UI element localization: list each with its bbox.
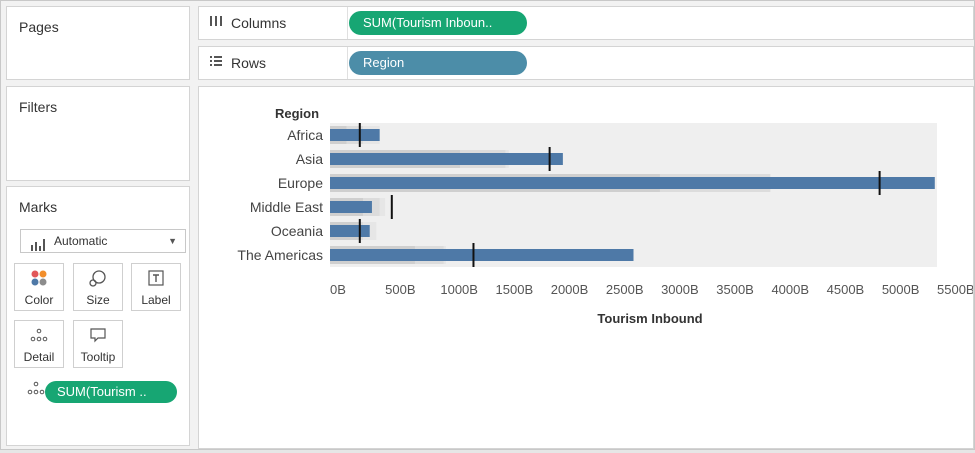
size-icon bbox=[74, 269, 122, 287]
size-button-label: Size bbox=[86, 293, 110, 307]
data-bar bbox=[330, 177, 935, 189]
size-button[interactable]: Size bbox=[73, 263, 123, 311]
mark-type-label: Automatic bbox=[54, 234, 108, 248]
x-tick-label: 4500B bbox=[827, 282, 865, 297]
columns-shelf-header: Columns bbox=[209, 14, 286, 31]
x-tick-label: 3000B bbox=[661, 282, 699, 297]
filters-title: Filters bbox=[19, 99, 58, 115]
x-tick-label: 3500B bbox=[716, 282, 754, 297]
tooltip-icon bbox=[74, 326, 122, 344]
tooltip-button[interactable]: Tooltip bbox=[73, 320, 123, 368]
marks-title: Marks bbox=[19, 199, 58, 215]
marks-field-row bbox=[27, 381, 45, 400]
columns-pill[interactable]: SUM(Tourism Inboun.. bbox=[349, 11, 527, 35]
rows-label: Rows bbox=[231, 54, 267, 71]
x-tick-label: 4000B bbox=[771, 282, 809, 297]
rows-icon bbox=[209, 54, 223, 71]
label-button-label: Label bbox=[141, 293, 171, 307]
x-tick-label: 2000B bbox=[551, 282, 589, 297]
category-label: Europe bbox=[278, 175, 323, 191]
filters-card[interactable]: Filters bbox=[6, 86, 190, 181]
rows-shelf-header: Rows bbox=[209, 54, 266, 71]
x-tick-label: 500B bbox=[385, 282, 415, 297]
color-icon bbox=[15, 269, 63, 287]
x-tick-label: 0B bbox=[330, 282, 346, 297]
row-header: Region bbox=[275, 106, 319, 121]
shelf-divider bbox=[347, 7, 348, 39]
pages-title: Pages bbox=[19, 19, 59, 35]
category-label: Asia bbox=[296, 151, 323, 167]
plot-background bbox=[330, 123, 937, 267]
data-bar bbox=[330, 153, 563, 165]
columns-shelf: Columns SUM(Tourism Inboun.. bbox=[198, 6, 974, 40]
bullet-chart: Region Africa Asia Europe Middle East Oceania… bbox=[237, 106, 974, 326]
color-button-label: Color bbox=[24, 293, 54, 307]
x-tick-label: 1500B bbox=[496, 282, 534, 297]
detail-icon bbox=[27, 381, 45, 400]
data-bar bbox=[330, 129, 380, 141]
detail-icon bbox=[15, 326, 63, 344]
x-axis-title: Tourism Inbound bbox=[597, 311, 702, 326]
x-tick-label: 5500B bbox=[937, 282, 973, 297]
category-label: Middle East bbox=[250, 199, 323, 215]
x-tick-label: 5000B bbox=[882, 282, 920, 297]
x-tick-label: 2500B bbox=[606, 282, 644, 297]
label-button[interactable]: Label bbox=[131, 263, 181, 311]
category-label: Oceania bbox=[271, 223, 323, 239]
tooltip-button-label: Tooltip bbox=[80, 350, 116, 364]
viz-view: Region Africa Asia Europe Middle East Oceania… bbox=[198, 86, 975, 449]
marks-card: Marks Automatic ▼ Color bbox=[6, 186, 190, 446]
chevron-down-icon: ▼ bbox=[168, 236, 177, 246]
detail-button[interactable]: Detail bbox=[14, 320, 64, 368]
mark-type-dropdown[interactable]: Automatic ▼ bbox=[20, 229, 186, 253]
marks-detail-pill[interactable]: SUM(Tourism .. bbox=[45, 381, 177, 403]
rows-shelf: Rows Region bbox=[198, 46, 974, 80]
pages-card[interactable]: Pages bbox=[6, 6, 190, 80]
label-icon bbox=[132, 269, 180, 287]
data-bar bbox=[330, 225, 370, 237]
data-bar bbox=[330, 201, 372, 213]
category-label: Africa bbox=[287, 127, 323, 143]
detail-button-label: Detail bbox=[23, 350, 55, 364]
bar-chart-icon bbox=[31, 236, 47, 258]
rows-pill[interactable]: Region bbox=[349, 51, 527, 75]
color-button[interactable]: Color bbox=[14, 263, 64, 311]
category-label: The Americas bbox=[237, 247, 323, 263]
shelf-divider bbox=[347, 47, 348, 79]
x-tick-label: 1000B bbox=[440, 282, 478, 297]
data-bar bbox=[330, 249, 634, 261]
columns-label: Columns bbox=[231, 14, 287, 31]
columns-icon bbox=[209, 14, 223, 31]
distribution-band bbox=[379, 198, 386, 216]
